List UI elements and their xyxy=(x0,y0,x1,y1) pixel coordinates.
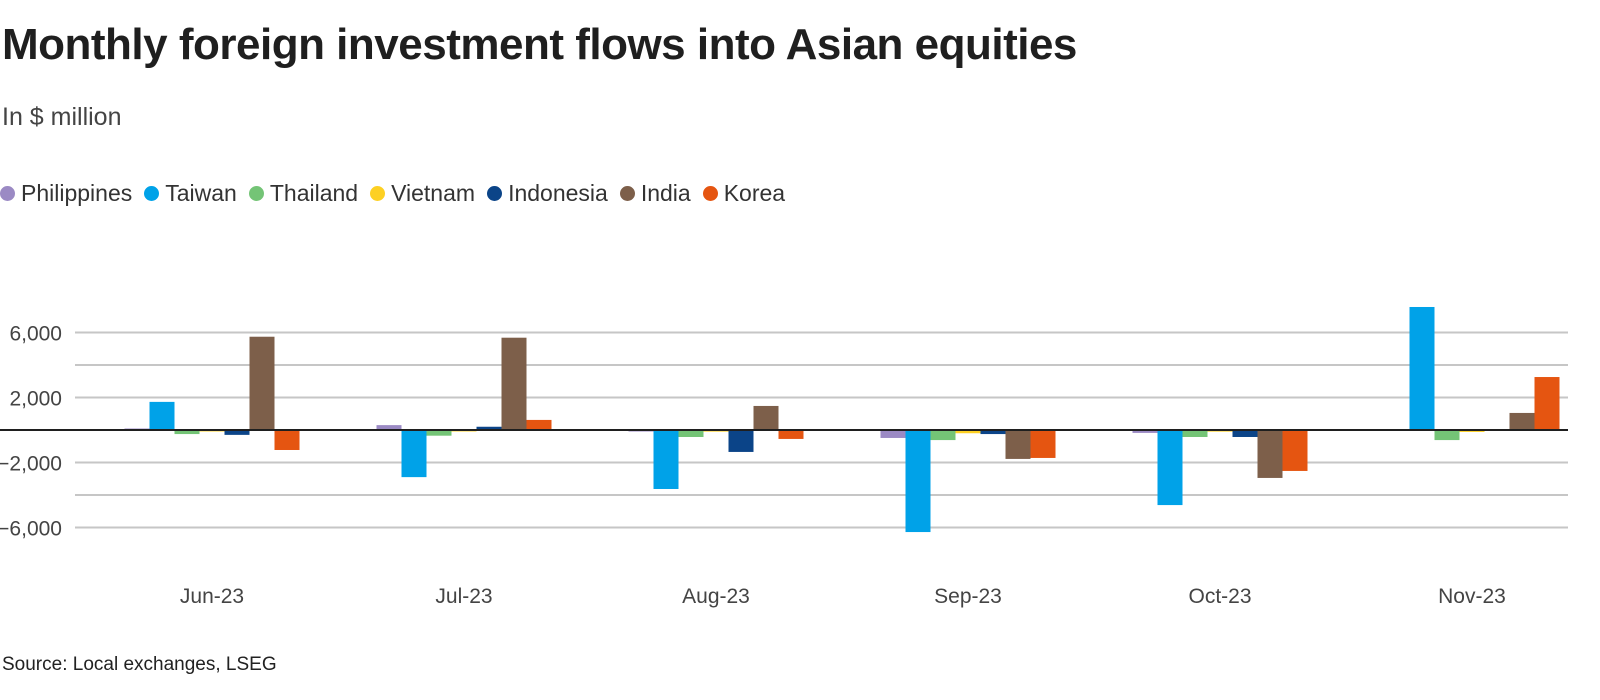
bar-indonesia-aug-23 xyxy=(728,430,754,452)
bar-india-aug-23 xyxy=(753,405,779,430)
bar-philippines-oct-23 xyxy=(1132,430,1158,433)
chart-title: Monthly foreign investment flows into As… xyxy=(2,20,1077,69)
bar-indonesia-sep-23 xyxy=(980,430,1006,435)
legend-swatch xyxy=(144,186,160,201)
bar-philippines-jul-23 xyxy=(376,425,402,430)
legend-label: Vietnam xyxy=(391,180,476,206)
bar-thailand-nov-23 xyxy=(1434,430,1460,441)
y-tick-label: 2,000 xyxy=(9,388,62,411)
legend-swatch xyxy=(248,186,264,201)
bar-korea-aug-23 xyxy=(778,430,804,439)
bar-indonesia-oct-23 xyxy=(1232,430,1258,437)
legend-item-india: India xyxy=(619,180,691,207)
bar-taiwan-jul-23 xyxy=(401,430,427,478)
x-tick-label: Oct-23 xyxy=(1188,585,1251,608)
bar-india-oct-23 xyxy=(1257,430,1283,478)
legend-item-indonesia: Indonesia xyxy=(487,180,608,207)
bar-taiwan-nov-23 xyxy=(1409,306,1435,430)
x-tick-label: Jul-23 xyxy=(435,585,492,608)
y-tick-label: −6,000 xyxy=(0,518,62,541)
legend-label: Korea xyxy=(723,180,786,206)
bar-india-jun-23 xyxy=(249,336,275,430)
bar-thailand-jun-23 xyxy=(174,430,200,435)
bar-vietnam-sep-23 xyxy=(955,430,981,434)
x-tick-label: Sep-23 xyxy=(934,585,1002,608)
bar-taiwan-aug-23 xyxy=(653,430,679,489)
bar-thailand-sep-23 xyxy=(930,430,956,441)
legend: Philippines Taiwan Thailand Vietnam Indonesi… xyxy=(0,180,797,207)
bar-korea-jun-23 xyxy=(274,430,300,450)
bar-taiwan-jun-23 xyxy=(149,401,175,430)
legend-item-korea: Korea xyxy=(702,180,786,207)
bar-thailand-jul-23 xyxy=(426,430,452,436)
bar-indonesia-jul-23 xyxy=(476,426,502,430)
legend-item-thailand: Thailand xyxy=(248,180,359,207)
bar-thailand-oct-23 xyxy=(1182,430,1208,437)
legend-label: Philippines xyxy=(21,180,133,206)
bar-india-jul-23 xyxy=(501,337,527,430)
legend-label: India xyxy=(640,180,691,206)
x-tick-label: Nov-23 xyxy=(1438,585,1506,608)
legend-swatch xyxy=(370,186,386,201)
legend-label: Taiwan xyxy=(165,180,237,206)
x-tick-label: Jun-23 xyxy=(180,585,244,608)
bar-india-sep-23 xyxy=(1005,430,1031,459)
legend-label: Thailand xyxy=(269,180,359,206)
legend-swatch xyxy=(619,186,635,201)
bar-indonesia-jun-23 xyxy=(224,430,250,435)
chart-subtitle: In $ million xyxy=(2,103,122,131)
bar-taiwan-oct-23 xyxy=(1157,430,1183,506)
legend-label: Indonesia xyxy=(508,180,608,206)
legend-swatch xyxy=(702,186,718,201)
bar-philippines-sep-23 xyxy=(880,430,906,438)
y-tick-label: −2,000 xyxy=(0,453,62,476)
bar-korea-sep-23 xyxy=(1030,430,1056,458)
bar-india-nov-23 xyxy=(1509,412,1535,430)
y-tick-label: 6,000 xyxy=(9,323,62,346)
x-tick-label: Aug-23 xyxy=(682,585,750,608)
legend-item-philippines: Philippines xyxy=(0,180,132,207)
bar-thailand-aug-23 xyxy=(678,430,704,437)
legend-item-vietnam: Vietnam xyxy=(370,180,475,207)
bar-korea-jul-23 xyxy=(526,419,552,430)
legend-swatch xyxy=(0,186,15,201)
bar-korea-oct-23 xyxy=(1282,430,1308,471)
legend-swatch xyxy=(487,186,503,201)
bar-taiwan-sep-23 xyxy=(905,430,931,533)
legend-item-taiwan: Taiwan xyxy=(144,180,237,207)
bar-korea-nov-23 xyxy=(1534,377,1560,430)
source-note: Source: Local exchanges, LSEG xyxy=(2,654,277,675)
